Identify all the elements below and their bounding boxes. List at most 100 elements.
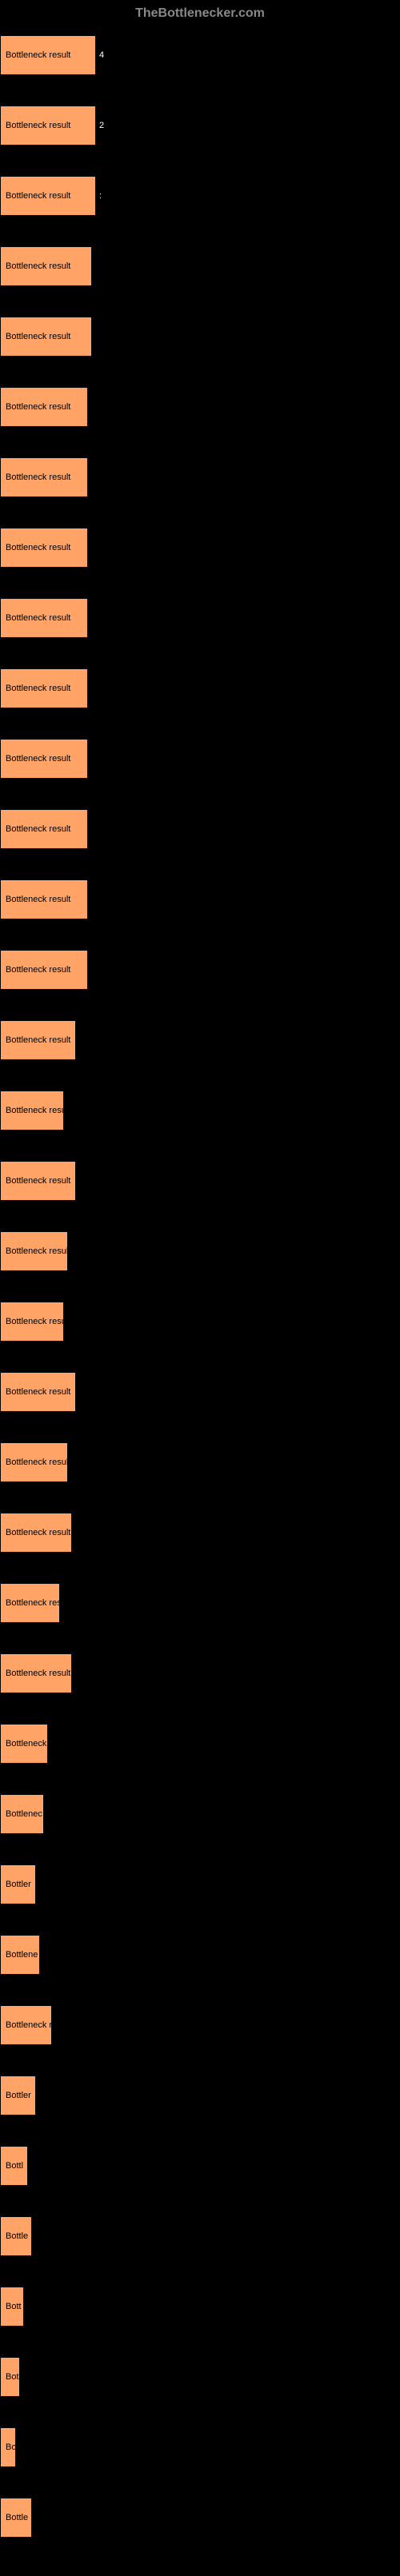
bar-inner-text: Bottleneck result [6,332,70,341]
bar: Bottlenec [0,1794,44,1834]
bar: Bottleneck r [0,2005,52,2045]
bar-row: Bottleneck result [0,809,400,849]
bar: Bottleneck result [0,1020,76,1060]
bar-row: Bottlenec [0,1794,400,1834]
bar-row: Bottleneck result4 [0,35,400,75]
bar: Bo [0,2427,16,2467]
bar-row: Bottleneck result [0,1442,400,1482]
bar: Bottle [0,2498,32,2538]
bar-inner-text: Bottleneck result [6,1106,70,1115]
bar-row: Bottleneck result [0,1091,400,1130]
bar: Bottl [0,2146,28,2186]
bar-row: Bottleneck result [0,1653,400,1693]
bar-inner-text: Bottleneck result [6,1246,70,1256]
bar-value: : [99,191,102,201]
bar: Bottleneck result [0,1091,64,1130]
bar-inner-text: Bottleneck result [6,754,70,764]
bar-row: Bottleneck result [0,950,400,990]
bar-row: Bottleneck res [0,1583,400,1623]
bar-row: Bottleneck [0,1724,400,1764]
bar-inner-text: Bottleneck result [6,543,70,552]
bar-value: 4 [99,50,104,60]
bar-inner-text: Bottleneck result [6,402,70,412]
bar-inner-text: Bottleneck result [6,1528,70,1537]
bar-inner-text: Bottleneck result [6,261,70,271]
bar-inner-text: Bottleneck result [6,895,70,904]
bar: Bot [0,2357,20,2397]
bar: Bottleneck result [0,950,88,990]
bar: Bottleneck res [0,1583,60,1623]
bar-inner-text: Bottlene [6,1950,38,1960]
bar-inner-text: Bottleneck result [6,191,70,201]
bar-row: Bottleneck result: [0,176,400,216]
bar-row: Bottleneck result [0,246,400,286]
bar-row: Bottleneck result [0,387,400,427]
bar-inner-text: Bottleneck result [6,684,70,693]
bar: Bottleneck result [0,106,96,146]
bar-row: Bottleneck result [0,598,400,638]
bar-row: Bottleneck result [0,879,400,919]
bar: Bottler [0,2076,36,2115]
bar: Bottleneck result [0,1513,72,1553]
bar: Bott [0,2287,24,2327]
bar: Bottleneck result [0,246,92,286]
bar: Bottleneck result [0,317,92,357]
bar-inner-text: Bottleneck result [6,1035,70,1045]
bar: Bottleneck result [0,528,88,568]
bar-row: Bottleneck result [0,1161,400,1201]
bar: Bottleneck result [0,1442,68,1482]
bar-inner-text: Bottleneck r [6,2020,52,2030]
bar: Bottleneck result [0,35,96,75]
bar: Bottlene [0,1935,40,1975]
bar: Bottleneck result [0,387,88,427]
bar-inner-text: Bottleneck result [6,965,70,975]
bar: Bottle [0,2216,32,2256]
bar: Bottleneck resu [0,1302,64,1342]
bar-inner-text: Bottle [6,2231,28,2241]
bar-row: Bottle [0,2216,400,2256]
bar-inner-text: Bottler [6,1880,31,1889]
header: TheBottlenecker.com [0,0,400,27]
bar-row: Bottleneck result [0,739,400,779]
bar-row: Bott [0,2287,400,2327]
bar-inner-text: Bottleneck result [6,1457,70,1467]
bar-chart: Bottleneck result4Bottleneck result2Bott… [0,27,400,2576]
bar: Bottleneck result [0,1653,72,1693]
bar-row: Bottleneck result 2 [0,106,400,146]
bar-value: 2 [99,121,104,130]
bar: Bottleneck result [0,668,88,708]
bar-inner-text: Bot [6,2372,19,2382]
bar: Bottler [0,1864,36,1904]
bar-inner-text: Bottl [6,2161,23,2171]
bar-inner-text: Bott [6,2302,22,2311]
bar-inner-text: Bottleneck result [6,613,70,623]
bar-inner-text: Bottlenec [6,1809,42,1819]
bar: Bottleneck [0,1724,48,1764]
bar-inner-text: Bottle [6,2513,28,2522]
bar-inner-text: Bottleneck resu [6,1317,66,1326]
bar: Bottleneck result [0,598,88,638]
bar: Bottleneck result [0,1372,76,1412]
bar-inner-text: Bottler [6,2091,31,2100]
bar-row: Bottle [0,2498,400,2538]
bar-row: Bottleneck r [0,2005,400,2045]
bar: Bottleneck result [0,1231,68,1271]
bar-inner-text: Bottleneck result [6,1176,70,1186]
bar-row: Bottleneck result [0,1231,400,1271]
bar-row: Bottl [0,2146,400,2186]
bar: Bottleneck result [0,739,88,779]
bar-inner-text: Bottleneck res [6,1598,62,1608]
bar-row: Bottleneck result [0,1513,400,1553]
bar-row: Bottleneck result [0,1372,400,1412]
bar: Bottleneck result [0,176,96,216]
bar-inner-text: Bottleneck result [6,824,70,834]
bar-inner-text: Bo [6,2442,16,2452]
bar-row: Bo [0,2427,400,2467]
bar-row: Bottler [0,1864,400,1904]
bar-inner-text: Bottleneck [6,1739,46,1749]
bar: Bottleneck result [0,1161,76,1201]
bar: Bottleneck result [0,457,88,497]
bar-inner-text: Bottleneck result [6,121,70,130]
bar: Bottleneck result [0,879,88,919]
bar-row: Bottler [0,2076,400,2115]
